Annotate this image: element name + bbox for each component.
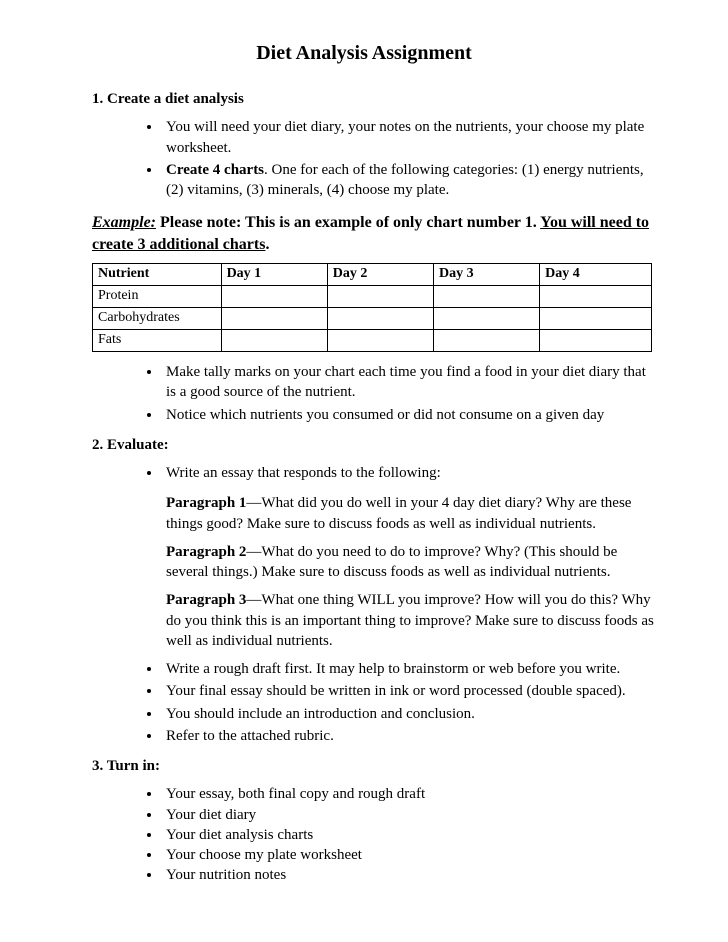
- table-cell: [433, 286, 539, 308]
- paragraph-lead: Paragraph 3: [166, 592, 246, 608]
- table-cell: [540, 286, 652, 308]
- table-row: Protein: [93, 286, 652, 308]
- list-item: Create 4 charts. One for each of the fol…: [162, 160, 658, 201]
- post-table-bullets: Make tally marks on your chart each time…: [70, 362, 658, 425]
- paragraph-3: Paragraph 3—What one thing WILL you impr…: [166, 590, 658, 651]
- paragraph-lead: Paragraph 2: [166, 544, 246, 560]
- list-item: Your diet diary: [162, 805, 658, 825]
- list-item: Your choose my plate worksheet: [162, 845, 658, 865]
- table-header: Nutrient: [93, 264, 222, 286]
- list-item: You will need your diet diary, your note…: [162, 117, 658, 158]
- table-header: Day 4: [540, 264, 652, 286]
- section-2-more-bullets: Write a rough draft first. It may help t…: [70, 659, 658, 746]
- table-cell: [433, 330, 539, 352]
- example-tail: .: [265, 236, 269, 253]
- table-cell: Protein: [93, 286, 222, 308]
- table-header: Day 1: [221, 264, 327, 286]
- section-2-intro: Write an essay that responds to the foll…: [70, 463, 658, 483]
- table-cell: [221, 330, 327, 352]
- table-header: Day 3: [433, 264, 539, 286]
- list-item: You should include an introduction and c…: [162, 704, 658, 724]
- section-1-bullets: You will need your diet diary, your note…: [70, 117, 658, 200]
- table-cell: [221, 308, 327, 330]
- table-cell: Carbohydrates: [93, 308, 222, 330]
- paragraph-lead: Paragraph 1: [166, 495, 246, 511]
- section-3-heading: 3. Turn in:: [92, 756, 658, 776]
- list-item: Make tally marks on your chart each time…: [162, 362, 658, 403]
- list-item: Your diet analysis charts: [162, 825, 658, 845]
- table-cell: [327, 308, 433, 330]
- paragraph-1: Paragraph 1—What did you do well in your…: [166, 493, 658, 534]
- list-item: Write a rough draft first. It may help t…: [162, 659, 658, 679]
- table-row: Carbohydrates: [93, 308, 652, 330]
- section-2-heading: 2. Evaluate:: [92, 435, 658, 455]
- section-3-bullets: Your essay, both final copy and rough dr…: [70, 784, 658, 885]
- table-header-row: Nutrient Day 1 Day 2 Day 3 Day 4: [93, 264, 652, 286]
- list-item: Refer to the attached rubric.: [162, 726, 658, 746]
- table-cell: [433, 308, 539, 330]
- list-item: Your nutrition notes: [162, 865, 658, 885]
- table-cell: [540, 308, 652, 330]
- list-item: Notice which nutrients you consumed or d…: [162, 405, 658, 425]
- page-title: Diet Analysis Assignment: [70, 40, 658, 67]
- example-label: Example:: [92, 214, 156, 231]
- table-cell: [221, 286, 327, 308]
- table-cell: Fats: [93, 330, 222, 352]
- table-cell: [327, 286, 433, 308]
- table-header: Day 2: [327, 264, 433, 286]
- section-1-heading: 1. Create a diet analysis: [92, 89, 658, 109]
- nutrient-table: Nutrient Day 1 Day 2 Day 3 Day 4 Protein…: [92, 263, 652, 352]
- list-item: Write an essay that responds to the foll…: [162, 463, 658, 483]
- example-text-1: Please note: This is an example of only …: [156, 214, 540, 231]
- example-note: Example: Please note: This is an example…: [92, 212, 658, 255]
- table-cell: [540, 330, 652, 352]
- table-cell: [327, 330, 433, 352]
- paragraph-2: Paragraph 2—What do you need to do to im…: [166, 542, 658, 583]
- list-item: Your essay, both final copy and rough dr…: [162, 784, 658, 804]
- list-item: Your final essay should be written in in…: [162, 681, 658, 701]
- table-row: Fats: [93, 330, 652, 352]
